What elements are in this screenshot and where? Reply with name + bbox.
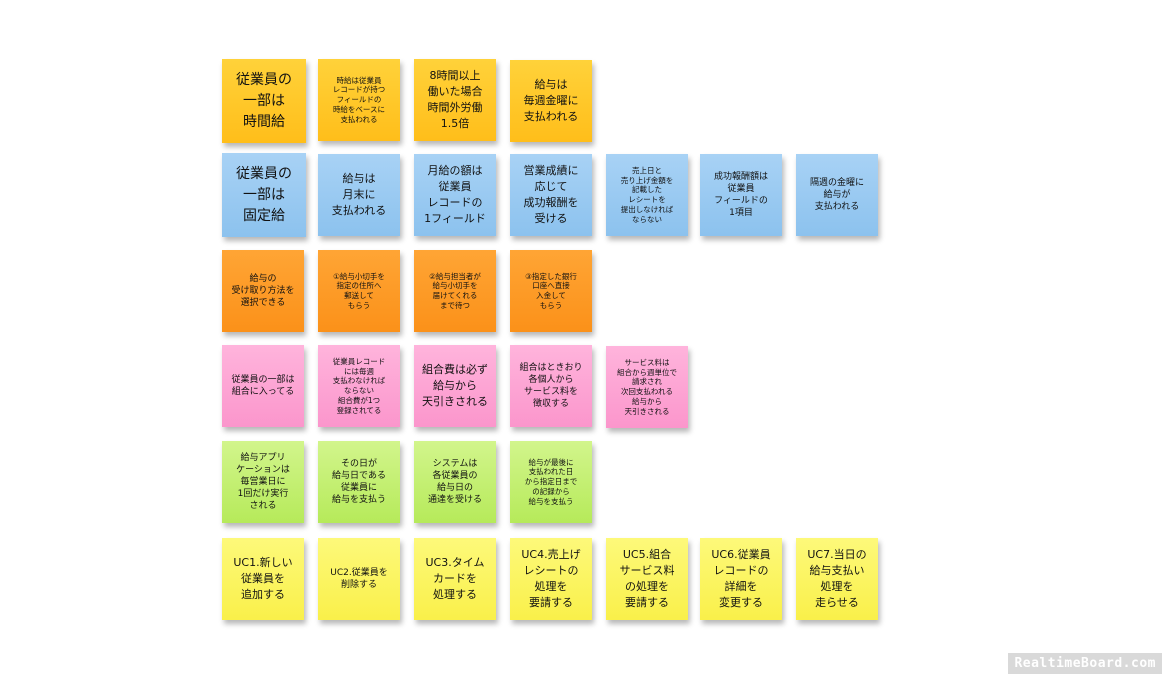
sticky-note[interactable]: 組合はときおり 各個人から サービス料を 徴収する [510,345,592,427]
sticky-note[interactable]: 給与は 毎週金曜に 支払われる [510,60,592,142]
sticky-note[interactable]: 給与は 月末に 支払われる [318,154,400,236]
sticky-note[interactable]: 成功報酬額は 従業員 フィールドの 1項目 [700,154,782,236]
sticky-note[interactable]: 8時間以上 働いた場合 時間外労働 1.5倍 [414,59,496,141]
sticky-note[interactable]: 給与アプリ ケーションは 毎営業日に 1回だけ実行 される [222,441,304,523]
use-case-note[interactable]: UC6.従業員 レコードの 詳細を 変更する [700,538,782,620]
sticky-note[interactable]: ①給与小切手を 指定の住所へ 郵送して もらう [318,250,400,332]
sticky-note[interactable]: 従業員の 一部は 固定給 [222,153,306,237]
sticky-note[interactable]: 隔週の金曜に 給与が 支払われる [796,154,878,236]
sticky-note[interactable]: 従業員の 一部は 時間給 [222,59,306,143]
sticky-note[interactable]: ③指定した銀行 口座へ直接 入金して もらう [510,250,592,332]
sticky-note[interactable]: サービス料は 組合から週単位で 請求され 次回支払われる 給与から 天引きされる [606,346,688,428]
sticky-note[interactable]: 給与の 受け取り方法を 選択できる [222,250,304,332]
sticky-note[interactable]: 時給は従業員 レコードが持つ フィールドの 時給をベースに 支払われる [318,59,400,141]
sticky-note[interactable]: 営業成績に 応じて 成功報酬を 受ける [510,154,592,236]
use-case-note[interactable]: UC1.新しい 従業員を 追加する [222,538,304,620]
use-case-note[interactable]: UC4.売上げ レシートの 処理を 要請する [510,538,592,620]
use-case-note[interactable]: UC3.タイム カードを 処理する [414,538,496,620]
sticky-note[interactable]: 売上日と 売り上げ金額を 記載した レシートを 提出しなければ ならない [606,154,688,236]
realtimeboard-watermark: RealtimeBoard.com [1008,653,1162,674]
sticky-note[interactable]: その日が 給与日である 従業員に 給与を支払う [318,441,400,523]
sticky-note[interactable]: 組合費は必ず 給与から 天引きされる [414,345,496,427]
sticky-note[interactable]: システムは 各従業員の 給与日の 通達を受ける [414,441,496,523]
use-case-note[interactable]: UC5.組合 サービス料 の処理を 要請する [606,538,688,620]
sticky-note[interactable]: 従業員レコード には毎週 支払わなければ ならない 組合費が1つ 登録されてる [318,345,400,427]
sticky-note[interactable]: 従業員の一部は 組合に入ってる [222,345,304,427]
use-case-note[interactable]: UC7.当日の 給与支払い 処理を 走らせる [796,538,878,620]
sticky-note[interactable]: 給与が最後に 支払われた日 から指定日まで の記録から 給与を支払う [510,441,592,523]
use-case-note[interactable]: UC2.従業員を 削除する [318,538,400,620]
sticky-note[interactable]: ②給与担当者が 給与小切手を 届けてくれる まで待つ [414,250,496,332]
sticky-note[interactable]: 月給の額は 従業員 レコードの 1フィールド [414,154,496,236]
